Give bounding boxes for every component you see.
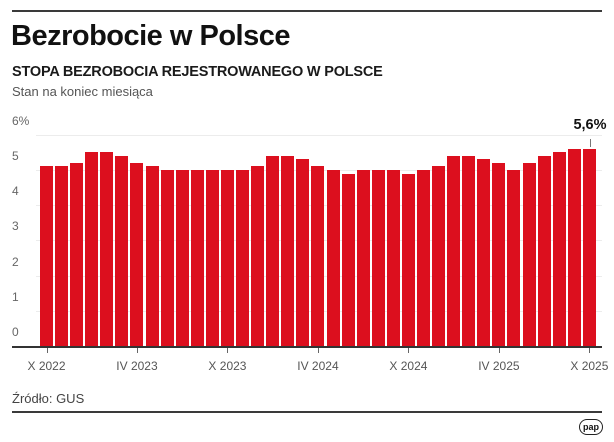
gridline (36, 134, 602, 136)
x-tick-label: IV 2024 (297, 359, 339, 373)
x-tick-label: X 2024 (389, 359, 428, 373)
x-tick-mark (318, 348, 319, 353)
bar (70, 162, 84, 346)
bar (145, 166, 159, 346)
bar (115, 155, 129, 346)
bottom-rule (12, 411, 602, 413)
bar (492, 162, 506, 346)
bar (417, 170, 430, 346)
x-axis-line (12, 346, 602, 348)
x-tick-label: X 2022 (27, 359, 66, 373)
bar (251, 166, 265, 346)
bar (326, 170, 340, 346)
bar (401, 173, 415, 346)
bar (432, 166, 446, 346)
bar (130, 162, 144, 346)
x-tick-mark (499, 348, 500, 353)
chart-note: Stan na koniec miesiąca (12, 84, 153, 99)
x-tick-mark (47, 348, 48, 353)
bar (341, 173, 355, 346)
x-tick-label: X 2025 (570, 359, 609, 373)
bar (462, 155, 476, 346)
bar (477, 159, 491, 346)
bar (160, 170, 174, 346)
x-tick-label: IV 2023 (116, 359, 158, 373)
bar (190, 170, 204, 346)
last-value-callout: 5,6% (573, 117, 607, 133)
bar (582, 148, 596, 346)
bar (447, 155, 461, 346)
bar (371, 170, 385, 346)
bar (85, 152, 99, 346)
bar (537, 155, 551, 346)
bar (507, 170, 521, 346)
x-tick-mark (589, 348, 590, 353)
pap-logo-icon: pap (579, 419, 603, 435)
bar (386, 170, 400, 346)
top-rule (12, 10, 602, 12)
bar (266, 155, 280, 346)
x-tick-mark (227, 348, 228, 353)
bar (281, 155, 295, 346)
chart-subtitle: STOPA BEZROBOCIA REJESTROWANEGO W POLSCE (12, 64, 383, 80)
y-tick-label: 5 (12, 149, 19, 163)
bar (356, 170, 370, 346)
bar (100, 152, 114, 346)
bar-chart: 5,6% 0 1 2 3 4 5 6% X 2022 IV 2023 X 2023 IV 2024 X… (12, 113, 609, 373)
x-tick-label: X 2023 (208, 359, 247, 373)
bar (522, 162, 536, 346)
y-tick-label: 0 (12, 325, 19, 339)
x-tick-mark (137, 348, 138, 353)
source-note: Źródło: GUS (12, 391, 85, 406)
y-tick-label: 1 (12, 289, 19, 304)
bar (296, 159, 310, 346)
bar (175, 170, 189, 346)
bar (311, 166, 325, 346)
y-tick-label: 3 (12, 219, 19, 234)
bar (40, 166, 53, 346)
bar (220, 170, 234, 346)
x-tick-label: IV 2025 (478, 359, 520, 373)
y-tick-label: 2 (12, 254, 19, 269)
y-tick-label: 6% (12, 113, 30, 128)
bar (55, 166, 69, 346)
bar (205, 170, 219, 346)
page-title: Bezrobocie w Polsce (11, 20, 291, 52)
bar (236, 170, 250, 346)
y-tick-label: 4 (12, 184, 19, 199)
bar (567, 148, 581, 346)
callout-leader-line (590, 139, 591, 147)
x-tick-mark (408, 348, 409, 353)
bar (552, 152, 566, 346)
